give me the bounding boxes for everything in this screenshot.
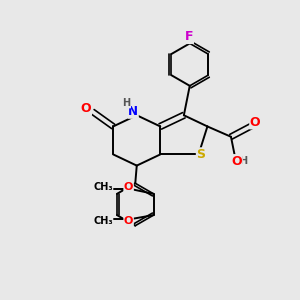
Text: H: H [122,98,130,108]
Text: N: N [128,105,138,118]
Text: S: S [196,148,206,161]
Text: H: H [240,156,248,166]
Text: O: O [81,102,92,115]
Text: O: O [124,216,133,226]
Text: CH₃: CH₃ [93,216,113,226]
Text: O: O [124,182,133,192]
Text: F: F [185,30,194,44]
Text: O: O [232,155,242,168]
Text: CH₃: CH₃ [93,182,113,192]
Text: O: O [250,116,260,129]
